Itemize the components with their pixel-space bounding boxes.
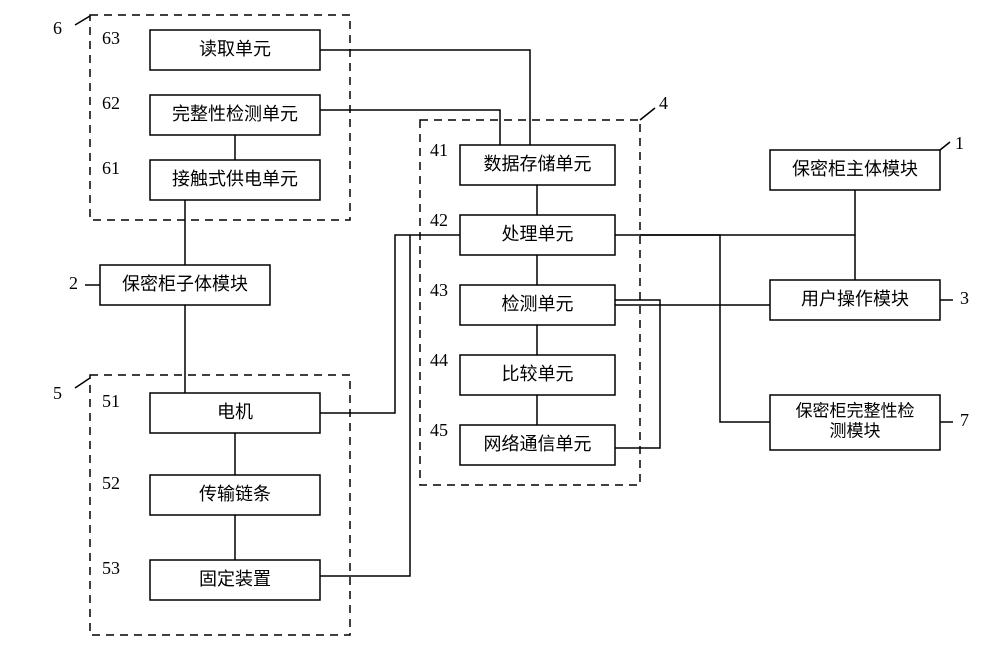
box-label: 保密柜完整性检 [796, 401, 915, 420]
box-label: 数据存储单元 [484, 154, 592, 174]
ref-label: 5 [53, 383, 62, 403]
ref-leader [75, 378, 90, 388]
ref-label: 63 [102, 28, 120, 48]
box-label: 接触式供电单元 [172, 169, 298, 189]
ref-leader [75, 16, 90, 25]
ref-label: 61 [102, 158, 120, 178]
box-label: 固定装置 [199, 569, 271, 589]
ref-label: 62 [102, 93, 120, 113]
ref-label: 1 [955, 133, 964, 153]
connector [615, 235, 855, 280]
ref-leader [940, 142, 950, 150]
connector [320, 235, 460, 413]
block-diagram: 645读取单元63完整性检测单元62接触式供电单元61保密柜子体模块电机51传输… [0, 0, 1000, 666]
connector [320, 110, 500, 145]
ref-label: 7 [960, 410, 969, 430]
ref-label: 45 [430, 420, 448, 440]
ref-label: 6 [53, 18, 62, 38]
box-label: 比较单元 [502, 364, 574, 384]
box-label: 测模块 [830, 421, 881, 440]
box-label: 保密柜子体模块 [122, 274, 248, 294]
box-label: 完整性检测单元 [172, 104, 298, 124]
ref-label: 2 [69, 273, 78, 293]
box-label: 网络通信单元 [484, 434, 592, 454]
ref-label: 52 [102, 473, 120, 493]
box-label: 电机 [217, 402, 253, 422]
box-label: 保密柜主体模块 [792, 159, 918, 179]
box-label: 处理单元 [502, 224, 574, 244]
connector [320, 50, 530, 145]
connector [320, 235, 410, 576]
ref-label: 4 [659, 93, 668, 113]
ref-label: 51 [102, 391, 120, 411]
ref-label: 41 [430, 140, 448, 160]
connector [615, 300, 660, 448]
ref-leader [640, 108, 655, 120]
box-label: 用户操作模块 [801, 289, 909, 309]
box-label: 检测单元 [502, 294, 574, 314]
ref-label: 53 [102, 558, 120, 578]
ref-label: 43 [430, 280, 448, 300]
ref-label: 42 [430, 210, 448, 230]
box-label: 读取单元 [199, 39, 271, 59]
box-label: 传输链条 [199, 484, 271, 504]
ref-label: 3 [960, 288, 969, 308]
ref-label: 44 [430, 350, 448, 370]
